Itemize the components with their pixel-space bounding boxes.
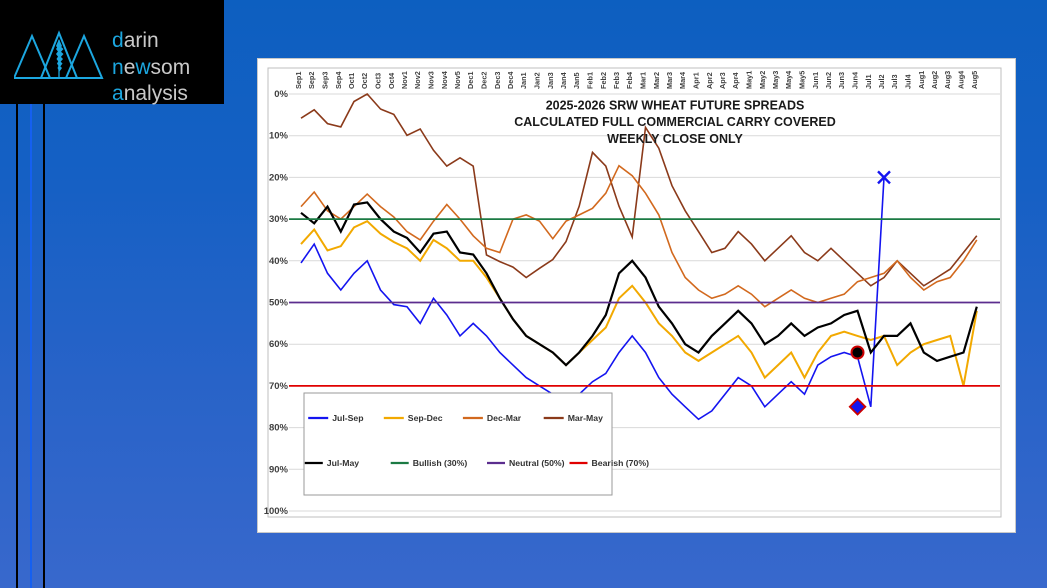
svg-text:70%: 70% — [269, 381, 289, 392]
svg-text:Sep2: Sep2 — [307, 72, 316, 89]
svg-text:May4: May4 — [784, 70, 793, 89]
svg-text:80%: 80% — [269, 423, 289, 434]
svg-text:Aug5: Aug5 — [970, 71, 979, 89]
svg-text:Nov3: Nov3 — [427, 71, 436, 89]
svg-text:May2: May2 — [758, 71, 767, 89]
svg-text:Mar3: Mar3 — [665, 72, 674, 89]
svg-text:Feb2: Feb2 — [599, 72, 608, 89]
svg-text:Jun1: Jun1 — [811, 72, 820, 89]
svg-text:Dec1: Dec1 — [466, 72, 475, 89]
svg-text:CALCULATED FULL COMMERCIAL CAR: CALCULATED FULL COMMERCIAL CARRY COVERED — [514, 115, 836, 129]
svg-text:Nov1: Nov1 — [400, 71, 409, 89]
svg-text:Dec4: Dec4 — [506, 71, 515, 89]
svg-text:Feb3: Feb3 — [612, 72, 621, 89]
svg-text:Jan5: Jan5 — [572, 72, 581, 89]
svg-text:Dec-Mar: Dec-Mar — [487, 413, 522, 423]
svg-text:Jun3: Jun3 — [837, 72, 846, 89]
svg-text:Sep3: Sep3 — [321, 72, 330, 89]
svg-text:Mar-May: Mar-May — [568, 413, 603, 423]
svg-text:Oct2: Oct2 — [360, 73, 369, 89]
svg-text:May5: May5 — [798, 71, 807, 89]
svg-text:Dec3: Dec3 — [493, 72, 502, 89]
svg-text:Nov2: Nov2 — [413, 71, 422, 89]
svg-text:Oct1: Oct1 — [347, 73, 356, 89]
svg-text:Aug3: Aug3 — [943, 71, 952, 89]
svg-text:Nov4: Nov4 — [440, 70, 449, 89]
svg-text:50%: 50% — [269, 298, 289, 309]
svg-text:Jan3: Jan3 — [546, 72, 555, 89]
svg-text:Feb1: Feb1 — [586, 72, 595, 89]
svg-text:Mar1: Mar1 — [639, 72, 648, 89]
svg-text:Aug4: Aug4 — [957, 70, 966, 89]
svg-text:60%: 60% — [269, 339, 289, 350]
svg-text:Jul1: Jul1 — [864, 74, 873, 89]
svg-text:Feb4: Feb4 — [625, 71, 634, 89]
svg-text:Jul4: Jul4 — [904, 73, 913, 89]
svg-text:Sep4: Sep4 — [334, 71, 343, 89]
svg-text:Apr2: Apr2 — [705, 72, 714, 89]
svg-text:Aug2: Aug2 — [930, 71, 939, 89]
svg-text:Oct3: Oct3 — [374, 73, 383, 89]
svg-text:Aug1: Aug1 — [917, 71, 926, 89]
svg-text:WEEKLY CLOSE ONLY: WEEKLY CLOSE ONLY — [607, 132, 743, 146]
svg-text:Neutral (50%): Neutral (50%) — [509, 458, 565, 468]
svg-text:30%: 30% — [269, 214, 289, 225]
svg-text:Mar4: Mar4 — [678, 71, 687, 89]
svg-text:Sep1: Sep1 — [294, 72, 303, 89]
svg-text:Jul-Sep: Jul-Sep — [332, 413, 363, 423]
svg-text:Jun2: Jun2 — [824, 72, 833, 89]
svg-text:90%: 90% — [269, 464, 289, 475]
svg-text:Jan4: Jan4 — [559, 71, 568, 89]
svg-text:May1: May1 — [745, 71, 754, 89]
svg-text:10%: 10% — [269, 131, 289, 142]
svg-text:100%: 100% — [264, 506, 289, 517]
svg-text:Sep-Dec: Sep-Dec — [408, 413, 443, 423]
svg-text:Mar2: Mar2 — [652, 72, 661, 89]
svg-text:Apr4: Apr4 — [731, 71, 740, 89]
svg-text:Jan2: Jan2 — [533, 72, 542, 89]
svg-text:Apr3: Apr3 — [718, 72, 727, 89]
svg-text:0%: 0% — [274, 89, 288, 100]
svg-text:20%: 20% — [269, 172, 289, 183]
svg-text:Jul-May: Jul-May — [327, 458, 360, 468]
svg-text:Bearish (70%): Bearish (70%) — [592, 458, 650, 468]
svg-text:Oct4: Oct4 — [387, 72, 396, 89]
svg-text:Jun4: Jun4 — [851, 71, 860, 89]
svg-text:Bullish (30%): Bullish (30%) — [413, 458, 468, 468]
svg-text:Nov5: Nov5 — [453, 71, 462, 89]
svg-text:40%: 40% — [269, 256, 289, 267]
svg-text:Apr1: Apr1 — [692, 72, 701, 89]
svg-text:Jan1: Jan1 — [519, 72, 528, 89]
svg-text:Jul2: Jul2 — [877, 74, 886, 89]
svg-text:May3: May3 — [771, 71, 780, 89]
svg-text:2025-2026 SRW WHEAT FUTURE SPR: 2025-2026 SRW WHEAT FUTURE SPREADS — [546, 98, 805, 112]
svg-text:Dec2: Dec2 — [480, 72, 489, 89]
svg-text:Jul3: Jul3 — [890, 74, 899, 89]
